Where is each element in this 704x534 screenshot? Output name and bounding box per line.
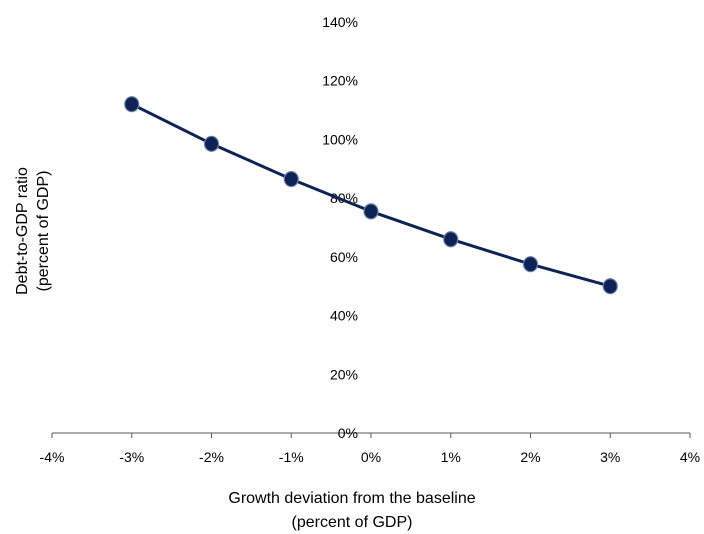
series-line (131, 102, 611, 288)
data-point (522, 256, 539, 273)
data-point (124, 96, 140, 113)
x-tick-label: -4% (40, 449, 65, 465)
x-tick-label: 3% (600, 449, 620, 465)
y-tick-label: 120% (322, 73, 358, 89)
data-point (283, 170, 299, 188)
x-tick-label: -3% (119, 449, 144, 465)
y-axis-title: Debt-to-GDP ratio (percent of GDP) (14, 167, 52, 295)
y-tick-label: 140% (322, 14, 358, 30)
x-tick-label: 1% (441, 449, 461, 465)
y-tick-label: 40% (330, 308, 358, 324)
plot-area: -4% -3% -2% -1% 0% 1% 2% 3% 4% 0%20%40%60%80%100… (40, 14, 701, 465)
x-axis-ticks: -4% -3% -2% -1% 0% 1% 2% 3% 4% (40, 433, 700, 465)
y-tick-label: 20% (330, 366, 358, 382)
y-axis-title-line-2: (percent of GDP) (35, 171, 52, 292)
x-tick-label: -1% (279, 449, 304, 465)
data-point (443, 231, 459, 248)
y-tick-label: 100% (322, 131, 358, 147)
x-tick-label: 2% (520, 449, 540, 465)
y-tick-label: 60% (330, 249, 358, 265)
x-tick-label: -2% (199, 449, 224, 465)
x-tick-label: 0% (361, 449, 381, 465)
data-points (124, 96, 618, 295)
data-point (602, 278, 618, 295)
y-axis-title-line-1: Debt-to-GDP ratio (14, 167, 31, 295)
x-axis-title-line-1: Growth deviation from the baseline (228, 490, 475, 507)
data-point (363, 203, 379, 220)
x-axis-title-line-2: (percent of GDP) (292, 514, 413, 531)
x-tick-label: 4% (680, 449, 700, 465)
data-point (203, 135, 220, 152)
y-tick-label: 0% (338, 425, 358, 441)
y-axis-tick-labels: 0%20%40%60%80%100%120%140% (322, 14, 358, 441)
